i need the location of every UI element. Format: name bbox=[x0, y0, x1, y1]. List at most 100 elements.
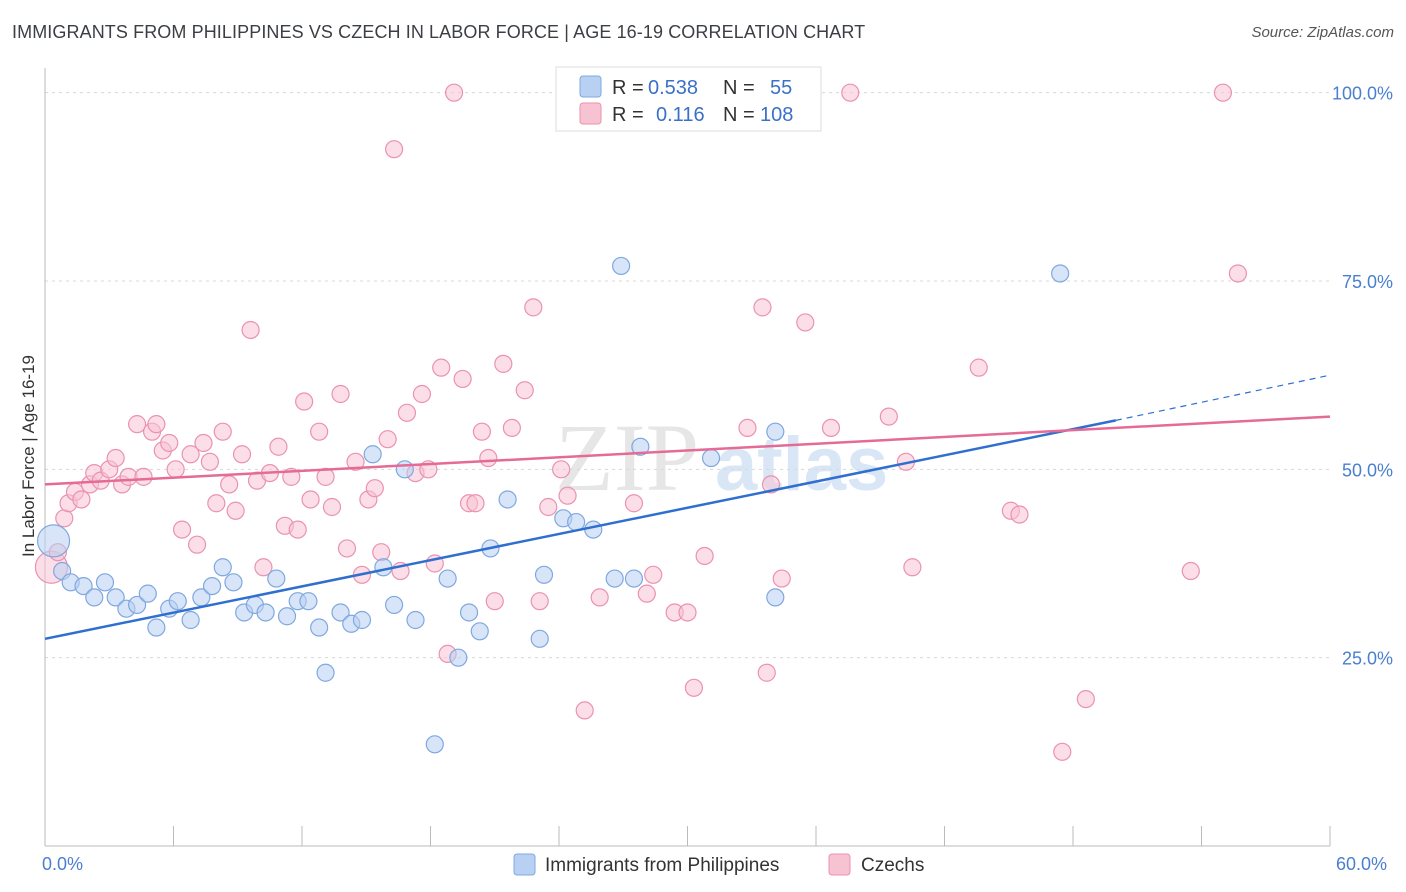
czechs-point bbox=[515, 381, 534, 400]
czechs-point bbox=[55, 509, 74, 528]
philippines-point bbox=[331, 603, 350, 622]
legend-n-label-pink: N = bbox=[723, 104, 755, 126]
czechs-point bbox=[372, 543, 391, 562]
czechs-point bbox=[301, 490, 320, 509]
czechs-point bbox=[220, 475, 239, 494]
bottom-legend-label-philippines: Immigrants from Philippines bbox=[545, 855, 779, 876]
czechs-point bbox=[172, 520, 192, 539]
philippines-point bbox=[36, 524, 71, 558]
x-tick-label-min: 0.0% bbox=[42, 854, 83, 874]
czechs-point bbox=[530, 592, 549, 611]
philippines-trendline bbox=[44, 419, 1117, 641]
czechs-point bbox=[903, 558, 922, 577]
philippines-point bbox=[395, 460, 414, 479]
philippines-point bbox=[299, 592, 318, 611]
chart-title: IMMIGRANTS FROM PHILIPPINES VS CZECH IN … bbox=[12, 22, 866, 42]
czechs-point bbox=[757, 663, 776, 682]
czechs-point bbox=[295, 392, 314, 411]
y-tick-label-75: 75.0% bbox=[1342, 272, 1393, 292]
czechs-point bbox=[644, 565, 663, 584]
czechs-point bbox=[502, 418, 521, 437]
czechs-point bbox=[772, 569, 791, 588]
gridlines bbox=[45, 92, 1330, 659]
czechs-point bbox=[207, 494, 226, 513]
czechs-point bbox=[494, 354, 513, 373]
legend-r-value-blue: 0.538 bbox=[648, 77, 698, 99]
czechs-point bbox=[1213, 83, 1233, 102]
philippines-point bbox=[498, 490, 517, 509]
philippines-point bbox=[256, 603, 275, 622]
philippines-point bbox=[363, 445, 382, 464]
czechs-point bbox=[412, 384, 432, 404]
philippines-point bbox=[310, 618, 329, 637]
czechs-point bbox=[147, 415, 166, 434]
czechs-point bbox=[821, 418, 841, 437]
czechs-point bbox=[1076, 689, 1095, 709]
czechs-point bbox=[695, 546, 714, 566]
philippines-point bbox=[438, 569, 457, 588]
philippines-point bbox=[406, 610, 425, 630]
czechs-point bbox=[166, 460, 185, 479]
czechs-point bbox=[160, 433, 179, 453]
czechs-point bbox=[288, 520, 307, 539]
philippines-point bbox=[631, 437, 650, 456]
philippines-trendline-extension bbox=[1115, 374, 1331, 421]
philippines-point bbox=[605, 569, 624, 588]
czechs-point bbox=[539, 497, 558, 517]
philippines-point bbox=[213, 558, 232, 577]
czechs-point bbox=[590, 588, 609, 607]
czechs-point bbox=[444, 83, 464, 102]
bottom-legend: Immigrants from Philippines Czechs bbox=[513, 853, 924, 876]
legend-r-label-pink: R = bbox=[612, 104, 644, 126]
philippines-point bbox=[701, 448, 721, 468]
philippines-point bbox=[138, 584, 157, 603]
philippines-point bbox=[459, 603, 479, 622]
legend-r-value-pink: 0.116 bbox=[656, 104, 705, 126]
philippines-point bbox=[168, 592, 187, 611]
czechs-point bbox=[1228, 264, 1248, 283]
czechs-point bbox=[472, 422, 491, 441]
czechs-point bbox=[378, 430, 397, 449]
czechs-point bbox=[485, 592, 504, 611]
philippines-point bbox=[766, 588, 785, 607]
bottom-legend-label-czechs: Czechs bbox=[861, 855, 924, 876]
czechs-point bbox=[384, 140, 404, 159]
czechs-point bbox=[365, 479, 384, 498]
philippines-point bbox=[127, 595, 147, 615]
legend-n-value-blue: 55 bbox=[770, 77, 792, 99]
czechs-point bbox=[181, 445, 200, 464]
czechs-point bbox=[678, 603, 697, 622]
philippines-point bbox=[85, 588, 104, 607]
czechs-point bbox=[127, 415, 147, 434]
legend: R = 0.538 N = 55 R = 0.116 N = 108 bbox=[555, 66, 822, 132]
philippines-point bbox=[374, 558, 393, 577]
philippines-point bbox=[224, 573, 243, 592]
y-tick-label-50: 50.0% bbox=[1342, 460, 1393, 480]
czechs-point bbox=[637, 584, 656, 603]
bottom-legend-swatch-pink bbox=[828, 853, 851, 876]
y-tick-labels: 25.0% 50.0% 75.0% 100.0% bbox=[1332, 84, 1393, 669]
czechs-point bbox=[241, 320, 260, 340]
czechs-point bbox=[479, 448, 498, 468]
philippines-point bbox=[449, 648, 468, 667]
czechs-point bbox=[738, 418, 757, 437]
czechs-point bbox=[575, 701, 594, 720]
czechs-point bbox=[106, 448, 125, 468]
y-axis-label: In Labor Force | Age 16-19 bbox=[19, 355, 38, 557]
czechs-point bbox=[337, 539, 357, 558]
x-tick-label-max: 60.0% bbox=[1336, 854, 1387, 874]
philippines-point bbox=[766, 422, 785, 441]
czechs-point bbox=[969, 358, 988, 377]
czechs-point bbox=[1181, 561, 1200, 581]
czechs-point bbox=[232, 445, 252, 464]
philippines-point bbox=[202, 576, 222, 596]
czechs-point bbox=[558, 486, 577, 505]
philippines-point bbox=[470, 622, 489, 641]
philippines-points bbox=[36, 256, 1070, 754]
philippines-point bbox=[425, 735, 444, 754]
philippines-point bbox=[147, 618, 166, 637]
philippines-point bbox=[95, 573, 115, 592]
watermark-zip: ZIP bbox=[555, 404, 699, 511]
legend-n-value-pink: 108 bbox=[760, 104, 793, 126]
legend-swatch-pink bbox=[579, 102, 602, 125]
